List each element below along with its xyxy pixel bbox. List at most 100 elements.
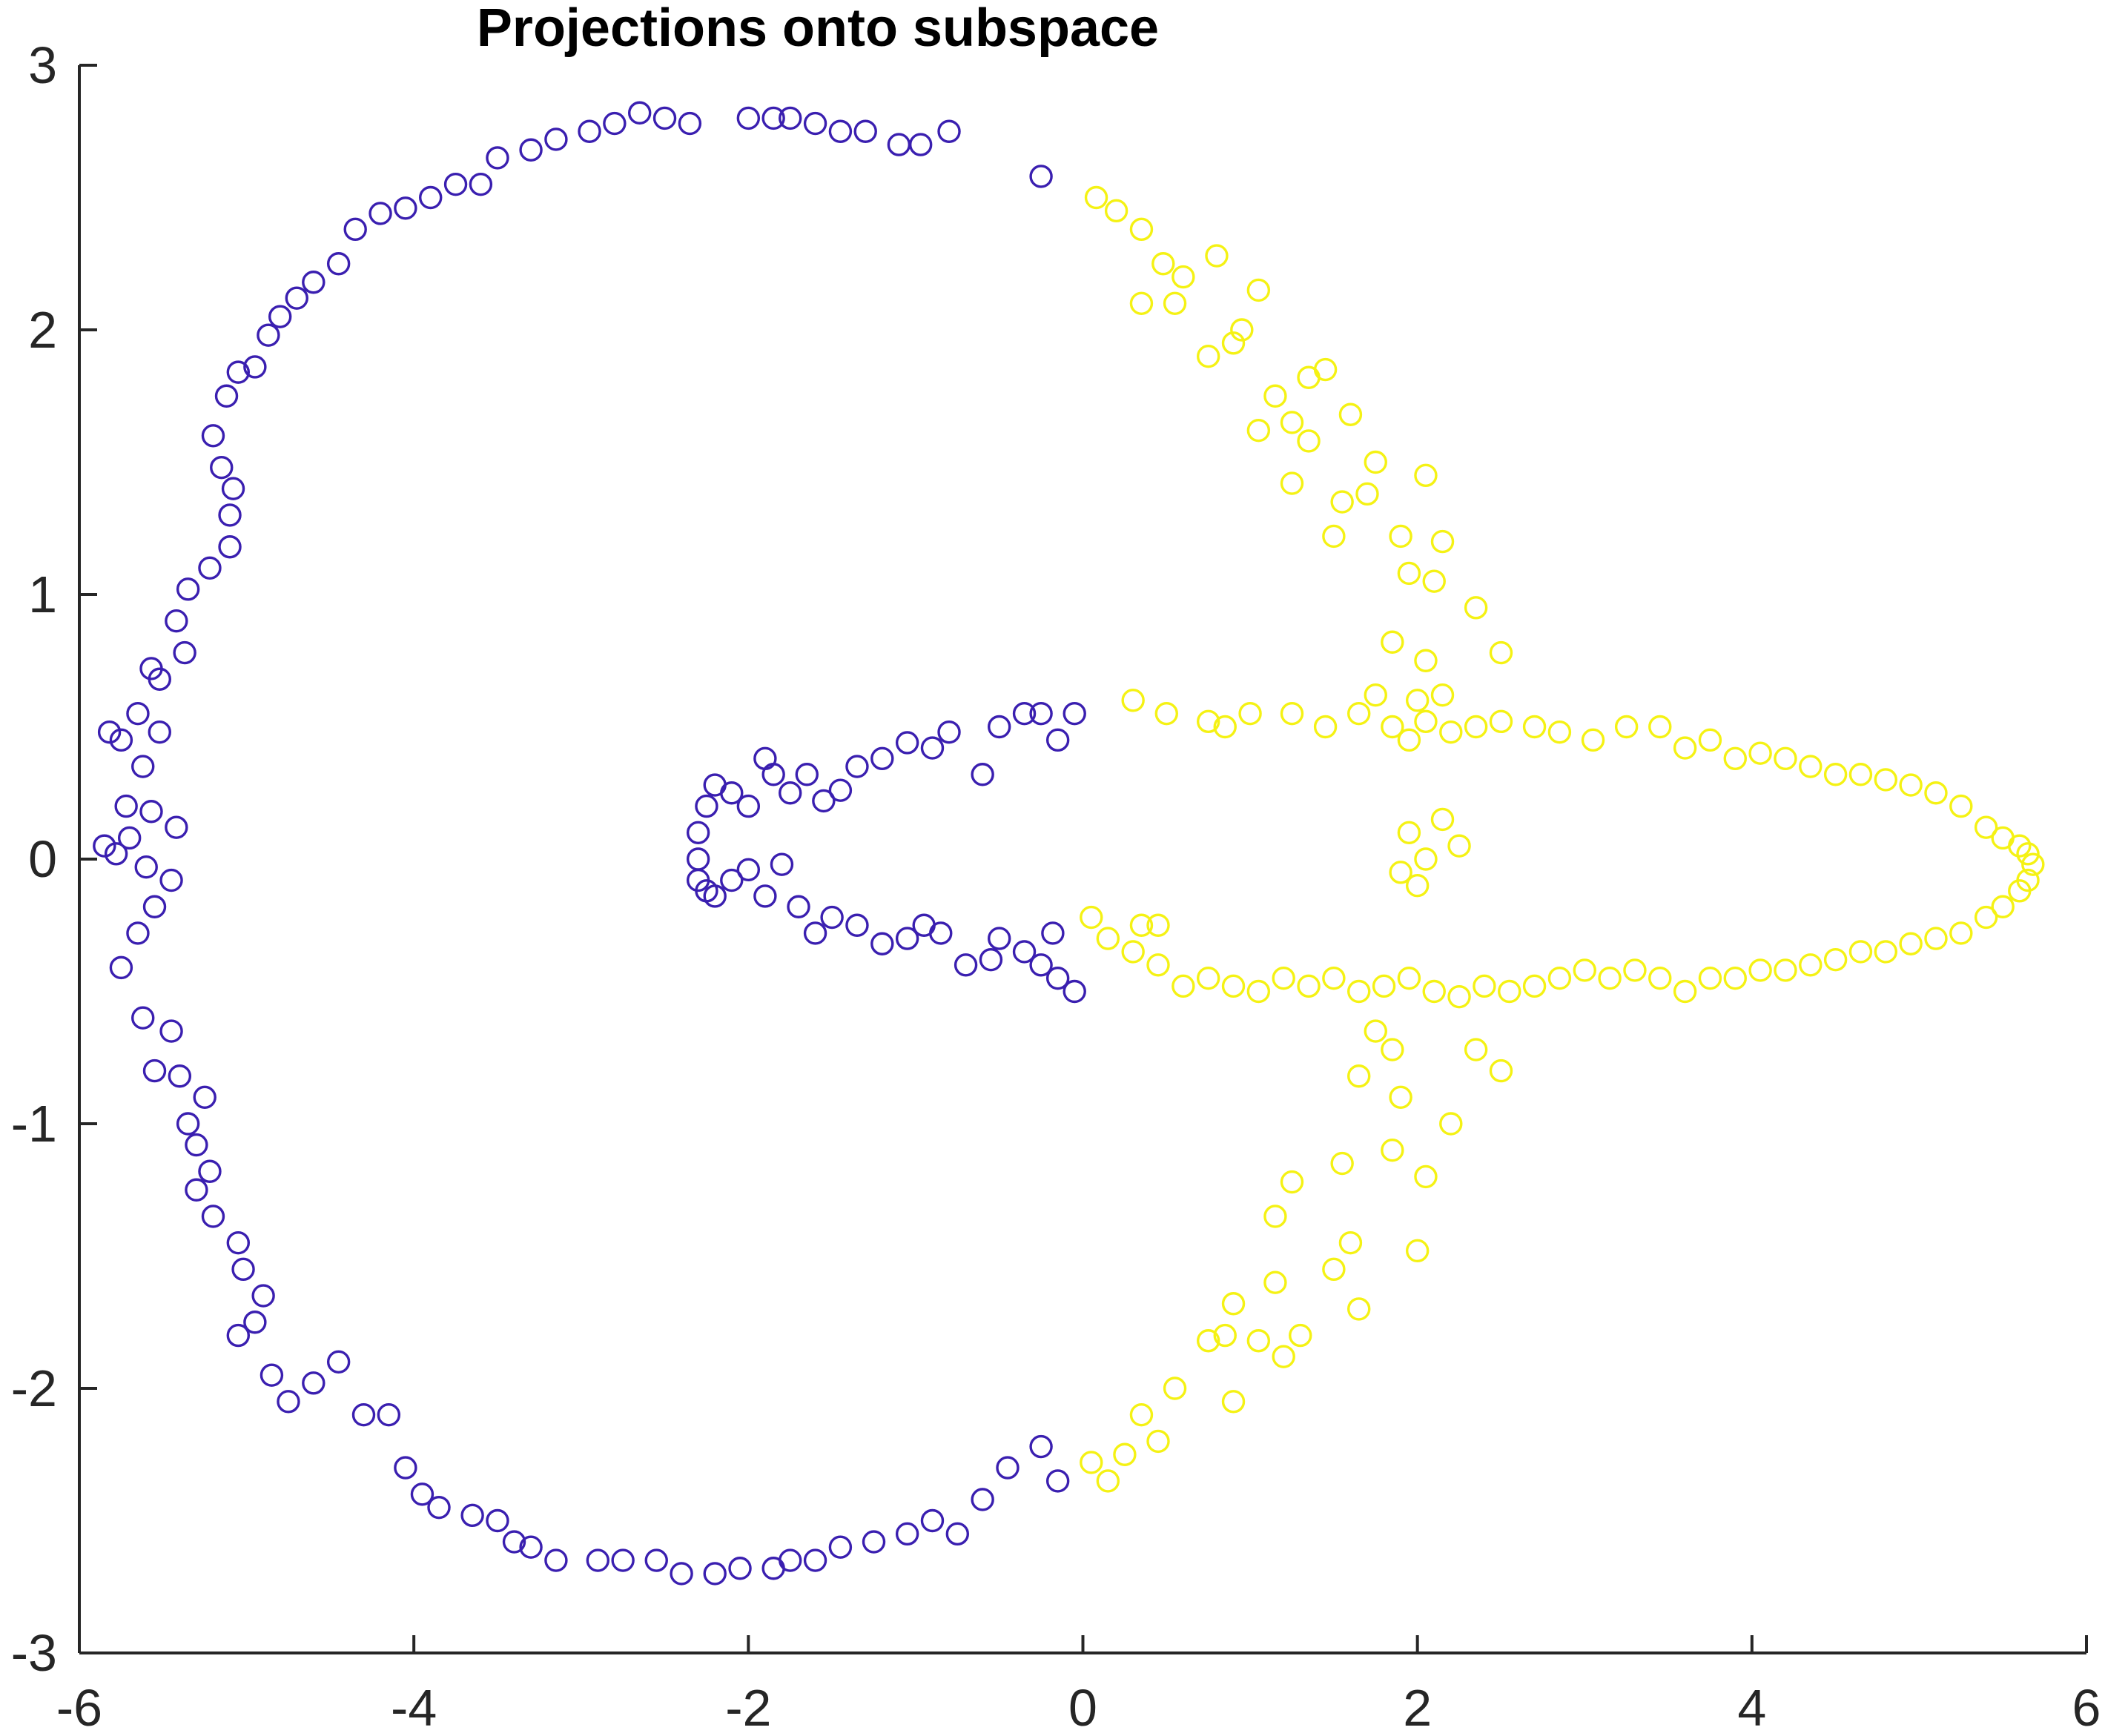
data-point-yellow [1924,927,1948,950]
data-point-yellow [1338,402,1363,426]
data-point-yellow [1347,1297,1371,1321]
data-point-blue [97,720,122,744]
data-point-yellow [1172,974,1195,998]
data-point-yellow [1748,741,1772,765]
data-point-yellow [1991,895,2015,918]
data-point-yellow [1447,834,1471,858]
data-point-yellow [1974,815,1998,839]
data-point-blue [260,1363,284,1387]
data-point-blue [795,763,819,786]
data-point-yellow [1129,217,1154,242]
data-point-yellow [1397,728,1421,752]
data-point-yellow [1648,715,1672,739]
data-point-blue [1045,1469,1070,1493]
data-point-blue [820,905,844,930]
data-point-yellow [1313,715,1338,739]
data-point-blue [652,106,677,130]
data-point-blue [210,455,234,480]
data-point-yellow [1924,781,1948,805]
y-tick-label: 0 [28,830,57,888]
data-point-blue [908,133,933,156]
data-point-blue [176,1112,200,1136]
data-point-blue [770,852,794,876]
data-point-blue [1063,979,1086,1004]
data-point-yellow [1297,429,1321,453]
data-point-yellow [1330,1151,1354,1176]
data-point-yellow [1414,847,1438,871]
data-point-yellow [1364,450,1387,474]
data-point-yellow [1949,921,1973,945]
data-point-blue [703,1562,727,1586]
data-point-yellow [1823,763,1848,786]
data-point-yellow [1154,701,1178,726]
data-point-blue [1029,1434,1053,1459]
data-point-blue [201,424,225,448]
data-point-blue [761,763,785,786]
data-point-blue [728,1557,752,1580]
data-point-yellow [1414,709,1438,734]
data-point-yellow [1774,746,1797,771]
data-point-blue [109,955,133,980]
data-point-blue [109,728,133,752]
data-point-yellow [1598,966,1622,990]
data-point-blue [828,1535,853,1559]
data-point-blue [93,834,116,858]
data-point-yellow [1246,418,1271,443]
data-point-blue [377,1402,401,1427]
data-point-blue [954,953,978,977]
data-point-blue [469,172,493,196]
data-point-blue [159,1019,183,1043]
data-point-yellow [2008,879,2032,903]
data-point-blue [221,477,245,500]
data-point-blue [862,1530,886,1554]
data-point-yellow [1221,331,1246,355]
data-point-blue [243,355,267,379]
data-point-blue [1063,701,1086,726]
data-point-blue [937,119,961,143]
data-point-yellow [1614,715,1639,739]
data-point-blue [394,196,417,220]
data-point-blue [979,947,1003,972]
data-point-blue [544,1548,568,1572]
data-point-yellow [1623,958,1647,982]
data-point-yellow [1263,384,1287,408]
data-point-blue [410,1482,434,1506]
y-tick-label: -1 [11,1095,57,1153]
data-point-blue [131,1006,155,1030]
x-tick-label: 2 [1403,1679,1432,1736]
data-point-yellow [2008,834,2032,858]
data-point-yellow [1573,958,1596,982]
data-point-blue [611,1548,635,1572]
data-point-yellow [1799,953,1823,977]
data-point-blue [159,868,183,892]
data-point-yellow [1430,807,1455,832]
data-point-blue [486,1508,509,1533]
data-point-blue [895,927,919,950]
data-point-blue [1041,921,1065,945]
data-point-yellow [1364,683,1387,707]
data-point-blue [1045,966,1070,990]
data-point-blue [142,895,167,918]
data-point-yellow [1372,974,1396,998]
data-point-yellow [1355,482,1379,506]
data-point-blue [753,884,777,908]
data-point-yellow [1146,953,1170,977]
data-point-yellow [1522,974,1547,998]
data-point-yellow [1347,979,1371,1004]
data-point-blue [251,1284,275,1308]
data-point-blue [761,106,785,130]
data-point-blue [736,794,761,818]
x-tick-label: 4 [1737,1679,1766,1736]
data-point-yellow [1213,715,1237,739]
data-point-blue [1029,165,1053,188]
y-tick-label: -3 [11,1624,57,1682]
data-point-yellow [1104,199,1128,223]
data-point-yellow [1221,1390,1246,1414]
data-point-yellow [1263,1205,1287,1228]
data-point-yellow [1213,1323,1237,1348]
data-point-blue [920,1508,945,1533]
data-point-blue [870,746,894,771]
data-point-blue [887,133,911,156]
data-point-blue [678,111,702,136]
